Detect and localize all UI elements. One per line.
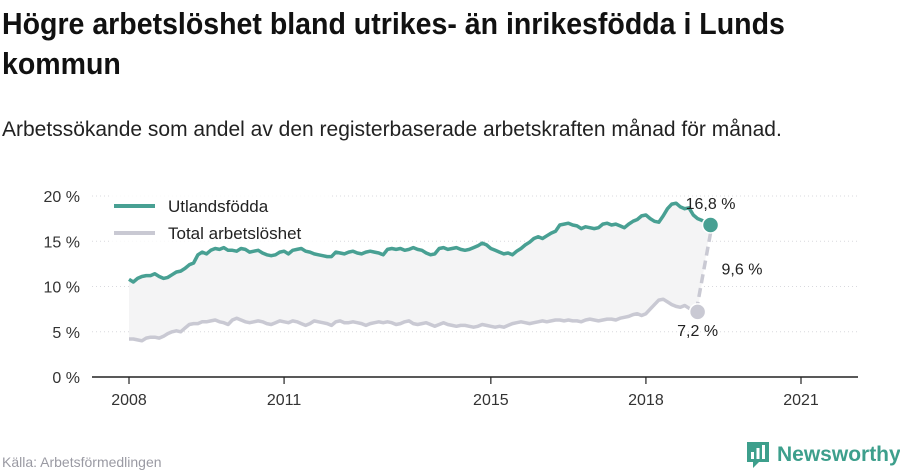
x-tick-label: 2018: [628, 392, 664, 409]
series-line-total-arbetsloshet: [129, 297, 699, 343]
end-label-total-arbetsloshet: 7,2 %: [677, 323, 718, 340]
page-subtitle: Arbetssökande som andel av den registerb…: [2, 118, 782, 141]
gap-band: [129, 203, 711, 341]
x-tick-label: 2011: [267, 392, 302, 409]
brand-logo: Newsworthy: [745, 440, 900, 470]
y-tick-label: 15 %: [44, 234, 80, 251]
source-note: Källa: Arbetsförmedlingen: [2, 454, 162, 470]
gap-label: 9,6 %: [722, 261, 763, 278]
end-label-utlandsfodda: 16,8 %: [686, 196, 736, 213]
y-tick-label: 0 %: [52, 370, 80, 387]
legend-label-utlandsfodda: Utlandsfödda: [168, 197, 269, 216]
chart-grid: [92, 195, 858, 378]
newsworthy-logo-icon: [747, 442, 769, 468]
brand-name: Newsworthy: [777, 443, 900, 466]
legend: Utlandsfödda Total arbetslöshet: [110, 188, 330, 244]
legend-label-total-arbetsloshet: Total arbetslöshet: [168, 224, 302, 243]
end-marker-utlandsfodda: [701, 216, 720, 234]
y-tick-label: 20 %: [44, 189, 80, 206]
x-tick-label: 2015: [473, 392, 509, 409]
gap-connector-line: [695, 232, 713, 305]
x-tick-label: 2021: [783, 392, 819, 409]
series-line-utlandsfodda: [128, 201, 712, 284]
end-marker-total-arbetsloshet: [688, 303, 707, 321]
x-tick-label: 2008: [111, 392, 147, 409]
line-chart: 0 %5 %10 %15 %20 % 2008 2011 2015 2018 2021 …: [44, 188, 858, 409]
y-tick-label: 10 %: [44, 280, 80, 297]
page-title: Högre arbetslöshet bland utrikes- än inr…: [2, 6, 785, 81]
x-axis: 2008 2011 2015 2018 2021: [111, 377, 819, 409]
y-tick-label: 5 %: [52, 325, 80, 342]
y-axis-labels: 0 % 5 % 10 % 15 % 20 %: [44, 189, 80, 387]
